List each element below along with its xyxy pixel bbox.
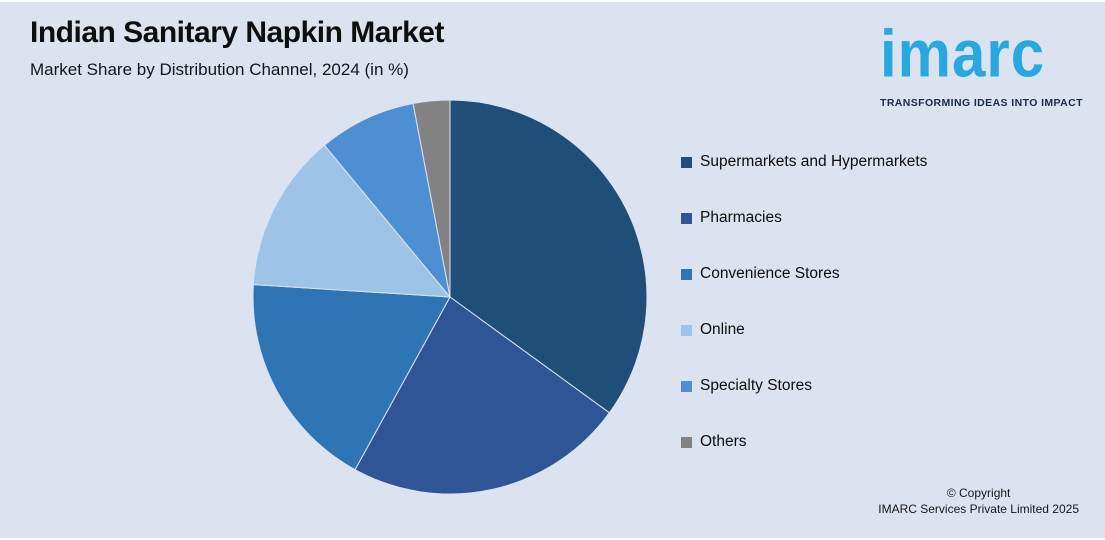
legend: Supermarkets and Hypermarkets Pharmacies C… — [681, 149, 927, 485]
legend-label: Supermarkets and Hypermarkets — [700, 153, 928, 170]
copyright: © Copyright IMARC Services Private Limit… — [878, 485, 1079, 517]
copyright-line2: IMARC Services Private Limited 2025 — [878, 502, 1079, 517]
legend-swatch-icon — [681, 436, 692, 448]
pie-slice-specialty-stores — [323, 102, 451, 298]
legend-swatch-icon — [681, 268, 692, 280]
legend-item-convenience-stores: Convenience Stores — [681, 261, 927, 287]
legend-item-others: Others — [681, 429, 927, 455]
legend-label: Pharmacies — [700, 209, 782, 226]
brand-wordmark: imarc — [880, 15, 1046, 91]
pie-slice-convenience-stores — [252, 284, 451, 471]
pie-slice-pharmacies — [354, 296, 611, 495]
page-title: Indian Sanitary Napkin Market — [30, 16, 444, 49]
legend-swatch-icon — [681, 324, 692, 336]
legend-label: Others — [700, 433, 747, 450]
pie-slice-others — [412, 99, 451, 298]
legend-label: Convenience Stores — [700, 265, 840, 282]
page-subtitle: Market Share by Distribution Channel, 20… — [30, 60, 409, 79]
pie-slice-online — [252, 144, 452, 298]
legend-item-specialty-stores: Specialty Stores — [681, 373, 927, 399]
brand-tagline: TRANSFORMING IDEAS INTO IMPACT — [880, 97, 1083, 109]
legend-item-pharmacies: Pharmacies — [681, 205, 927, 231]
legend-item-online: Online — [681, 317, 927, 343]
pie-chart-svg — [252, 99, 648, 495]
legend-swatch-icon — [681, 212, 692, 224]
legend-swatch-icon — [681, 380, 692, 392]
legend-label: Specialty Stores — [700, 377, 812, 394]
pie-slice-supermarkets-and-hypermarkets — [449, 99, 648, 414]
pie-chart — [240, 87, 660, 507]
legend-item-supermarkets-and-hypermarkets: Supermarkets and Hypermarkets — [681, 149, 927, 175]
legend-label: Online — [700, 321, 745, 338]
copyright-line1: © Copyright — [946, 486, 1011, 500]
legend-swatch-icon — [681, 156, 692, 168]
brand-logo: imarc TRANSFORMING IDEAS INTO IMPACT — [880, 8, 1090, 109]
